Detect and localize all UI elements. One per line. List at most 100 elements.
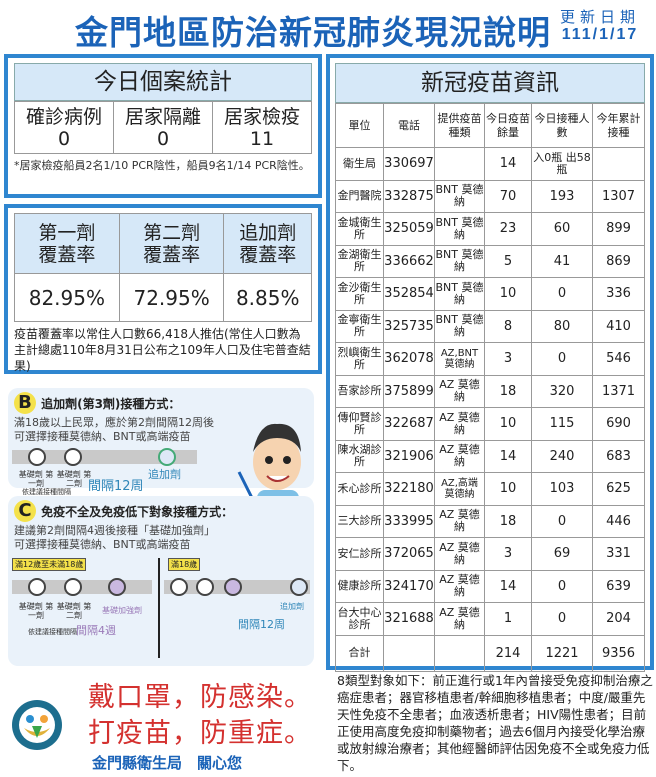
phone-cell: 325059	[383, 212, 435, 246]
coverage-table: 第一劑 覆蓋率 第二劑 覆蓋率 追加劑 覆蓋率 82.95% 72.95% 8.85%	[14, 213, 312, 322]
table-row: 金湖衛生所 336662 BNT 莫德納 5 41 869	[335, 244, 645, 278]
vaccine-type-cell: AZ,BNT 莫德納	[434, 342, 485, 376]
year-total-cell: 9356	[592, 634, 645, 672]
quarantine-cell: 居家檢疫 11	[212, 101, 312, 154]
stat-label: 居家隔離	[124, 105, 201, 128]
dose1-label: 基礎劑 第一劑	[18, 602, 54, 620]
table-row: 烈嶼衛生所 362078 AZ,BNT 莫德納 3 0 546	[335, 342, 645, 376]
phone-cell: 322687	[383, 407, 435, 441]
interval-a-label: 依建議接種間隔	[22, 488, 71, 496]
year-total-cell: 683	[592, 439, 645, 473]
stat-value: 11	[249, 127, 275, 150]
vaccine-dose-icon	[170, 578, 188, 596]
section-c-line1: 建議第2劑間隔4週後接種「基礎加強劑」	[14, 524, 215, 537]
year-total-cell: 899	[592, 212, 645, 246]
phone-cell: 332875	[383, 179, 435, 213]
vaccine-info-title: 新冠疫苗資訊	[335, 63, 645, 103]
year-total-cell: 546	[592, 342, 645, 376]
coverage-value: 8.85%	[223, 273, 312, 322]
phone-cell: 352854	[383, 277, 435, 311]
remaining-cell: 14	[484, 569, 532, 603]
unit-cell: 金門醫院	[335, 179, 384, 213]
stat-value: 0	[156, 127, 170, 150]
year-total-cell: 410	[592, 309, 645, 343]
table-row: 陳水湖診所 321906 AZ 莫德納 14 240 683	[335, 439, 645, 473]
timeline-arrow	[12, 450, 197, 464]
stat-value: 0	[57, 127, 71, 150]
table-row: 金寧衛生所 325735 BNT 莫德納 8 80 410	[335, 309, 645, 343]
vaccine-type-cell: AZ 莫德納	[434, 504, 485, 538]
unit-cell: 健康診所	[335, 569, 384, 603]
coverage-header: 第二劑 覆蓋率	[118, 213, 225, 274]
unit-cell: 金沙衛生所	[335, 277, 384, 311]
section-b-line2: 可選擇接種莫德納、BNT或高端疫苗	[14, 430, 191, 443]
slogan-line2: 打疫苗，防重症。	[88, 718, 312, 749]
remaining-cell: 14	[484, 439, 532, 473]
today-cell: 103	[531, 472, 593, 506]
vaccine-type-cell: AZ 莫德納	[434, 407, 485, 441]
coverage-header: 第一劑 覆蓋率	[14, 213, 120, 274]
today-cell: 115	[531, 407, 593, 441]
immunocompromised-note: 8類型對象如下：前正進行或1年內曾接受免疫抑制治療之癌症患者；器官移植患者/幹細…	[337, 673, 653, 773]
remaining-cell: 23	[484, 212, 532, 246]
table-row: 傳仰賢診所 322687 AZ 莫德納 10 115 690	[335, 407, 645, 441]
unit-cell: 傳仰賢診所	[335, 407, 384, 441]
unit-cell: 陳水湖診所	[335, 439, 384, 473]
booster-dose-icon	[290, 578, 308, 596]
case-stats-title: 今日個案統計	[14, 63, 312, 101]
total-row: 合計 214 1221 9356	[335, 634, 645, 672]
phone-cell	[383, 634, 435, 672]
dose1-label: 基礎劑 第一劑	[18, 470, 54, 488]
phone-cell: 372065	[383, 537, 435, 571]
today-cell: 69	[531, 537, 593, 571]
vaccine-type-cell: AZ 莫德納	[434, 374, 485, 408]
unit-cell: 烈嶼衛生所	[335, 342, 384, 376]
coverage-value: 72.95%	[118, 273, 225, 322]
section-b-line1: 滿18歲以上民眾，應於第2劑間隔12周後	[14, 416, 214, 429]
dose2-label: 基礎劑 第二劑	[56, 470, 92, 488]
divider	[158, 558, 160, 658]
confirmed-cell: 確診病例 0	[14, 101, 114, 154]
coverage-panel: 第一劑 覆蓋率 第二劑 覆蓋率 追加劑 覆蓋率 82.95% 72.95% 8.85%…	[4, 204, 322, 374]
table-row: 衛生局 330697 14 入0瓶 出58瓶	[335, 147, 645, 181]
remaining-cell: 8	[484, 309, 532, 343]
vaccine-type-cell: BNT 莫德納	[434, 212, 485, 246]
table-row: 金城衛生所 325059 BNT 莫德納 23 60 899	[335, 212, 645, 246]
section-c-line2: 可選擇接種莫德納、BNT或高端疫苗	[14, 538, 191, 551]
section-b-title: 追加劑(第3劑)接種方式：	[41, 397, 181, 411]
update-date: 更新日期 111/1/17	[560, 8, 640, 44]
today-cell: 1221	[531, 634, 593, 672]
vaccine-type-cell: AZ 莫德納	[434, 602, 485, 636]
phone-cell: 330697	[383, 147, 435, 181]
year-total-cell: 331	[592, 537, 645, 571]
vaccine-dose-icon	[196, 578, 214, 596]
page-title: 金門地區防治新冠肺炎現況說明	[75, 13, 551, 52]
age-12-18-tag: 滿12歲至未滿18歲	[12, 558, 87, 571]
coverage-value: 82.95%	[14, 273, 120, 322]
table-row: 吾家診所 375899 AZ 莫德納 18 320 1371	[335, 374, 645, 408]
vaccine-dose-icon	[64, 448, 82, 466]
year-total-cell: 690	[592, 407, 645, 441]
extra-dose-icon	[224, 578, 242, 596]
isolation-cell: 居家隔離 0	[113, 101, 213, 154]
vaccine-type-cell	[434, 147, 485, 181]
today-cell: 入0瓶 出58瓶	[531, 147, 593, 181]
year-total-cell: 625	[592, 472, 645, 506]
table-row: 三大診所 333995 AZ 莫德納 18 0 446	[335, 504, 645, 538]
phone-cell: 336662	[383, 244, 435, 278]
badge-b: B	[14, 392, 36, 414]
vaccine-type-cell: BNT 莫德納	[434, 244, 485, 278]
year-total-cell: 336	[592, 277, 645, 311]
table-row: 安仁診所 372065 AZ 莫德納 3 69 331	[335, 537, 645, 571]
coverage-label: 覆蓋率	[239, 243, 297, 266]
unit-cell: 金寧衛生所	[335, 309, 384, 343]
vaccine-type-cell: AZ 莫德納	[434, 569, 485, 603]
extra-dose-label: 基礎加強劑	[102, 606, 142, 615]
vaccine-type-cell: AZ 莫德納	[434, 439, 485, 473]
year-total-cell: 204	[592, 602, 645, 636]
organization-name: 金門縣衛生局 關心您	[92, 754, 243, 772]
coverage-note: 疫苗覆蓋率以常住人口數66,418人推估(常住人口數為主計總處110年8月31日…	[14, 327, 311, 373]
booster-dose-icon	[158, 448, 176, 466]
today-cell: 41	[531, 244, 593, 278]
phone-cell: 324170	[383, 569, 435, 603]
